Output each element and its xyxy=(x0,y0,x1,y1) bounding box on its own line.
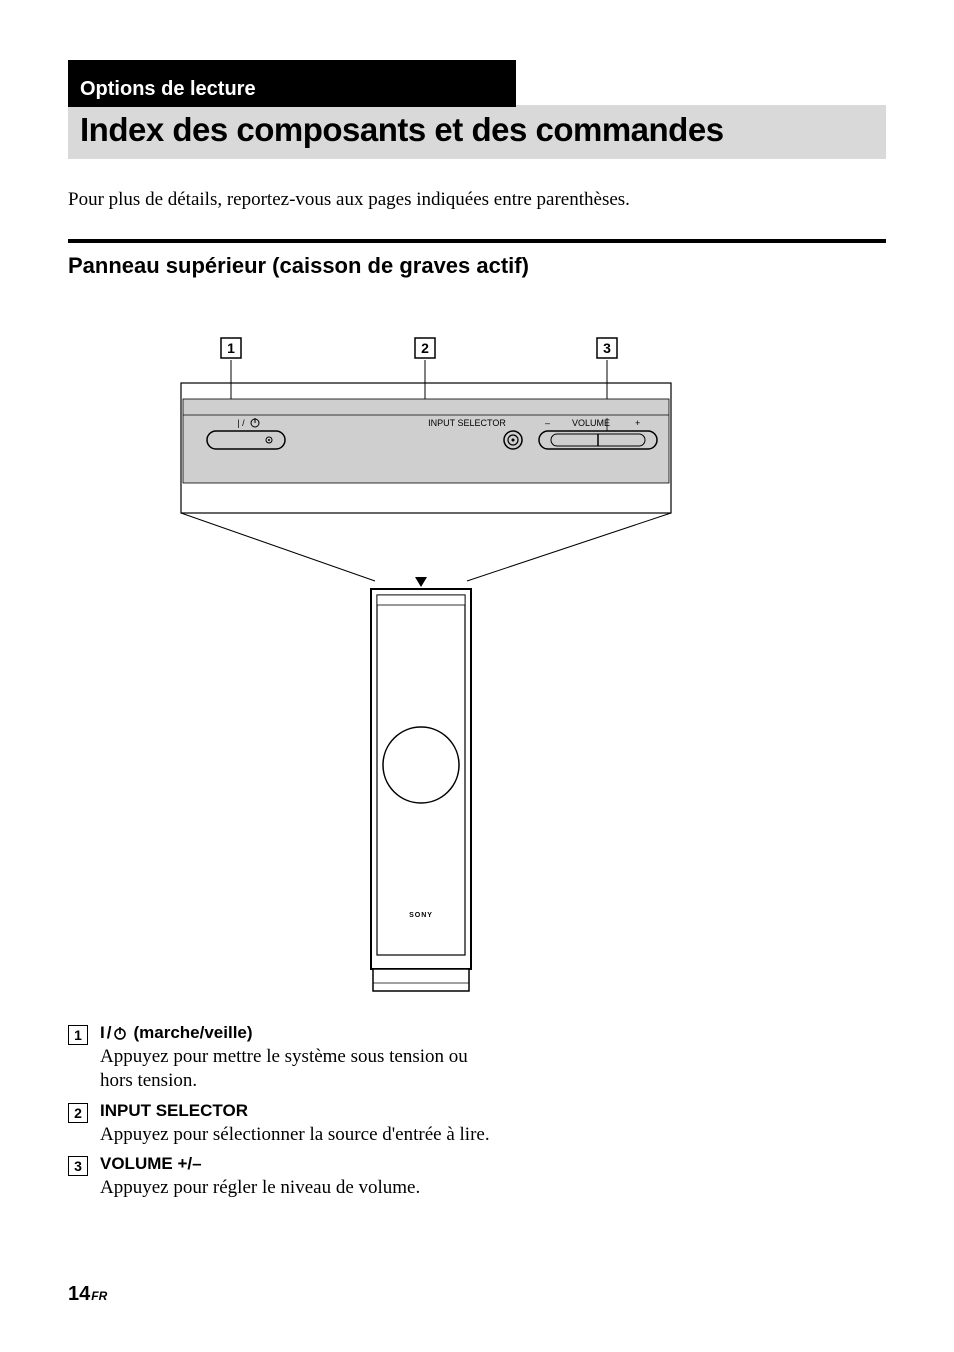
item-1-label: I/ (marche/veille) xyxy=(100,1023,498,1043)
page-footer: 14FR xyxy=(68,1283,107,1306)
detail-panel: | / INPUT SELECTOR – VOLUME + xyxy=(181,383,671,513)
label-slash: / xyxy=(107,1023,112,1043)
item-3-label: VOLUME +/– xyxy=(100,1154,498,1174)
section-tab: Options de lecture xyxy=(68,60,516,107)
svg-text:SONY: SONY xyxy=(409,912,433,919)
list-number-box: 1 xyxy=(68,1025,88,1045)
product-subwoofer: SONY xyxy=(371,589,471,991)
page-number: 14 xyxy=(68,1283,90,1305)
label-suffix: (marche/veille) xyxy=(133,1023,252,1043)
subheading: Panneau supérieur (caisson de graves act… xyxy=(68,253,886,279)
label-prefix: I xyxy=(100,1023,105,1043)
svg-text:1: 1 xyxy=(227,340,235,356)
list-item: 1 I/ (marche/veille) Appuyez pour mettre… xyxy=(68,1023,498,1093)
svg-text:VOLUME: VOLUME xyxy=(572,418,610,428)
svg-text:2: 2 xyxy=(421,340,429,356)
svg-text:INPUT SELECTOR: INPUT SELECTOR xyxy=(428,418,506,428)
list-item: 3 VOLUME +/– Appuyez pour régler le nive… xyxy=(68,1154,498,1200)
power-icon xyxy=(113,1026,127,1040)
page-title: Index des composants et des commandes xyxy=(80,111,874,149)
svg-text:| /: | / xyxy=(237,418,245,428)
svg-text:+: + xyxy=(635,418,640,428)
list-number-box: 3 xyxy=(68,1156,88,1176)
title-bar: Index des composants et des commandes xyxy=(68,105,886,159)
intro-text: Pour plus de détails, reportez-vous aux … xyxy=(68,189,886,211)
horizontal-rule xyxy=(68,239,886,243)
list-item: 2 INPUT SELECTOR Appuyez pour sélectionn… xyxy=(68,1101,498,1147)
list-number-box: 2 xyxy=(68,1103,88,1123)
page-lang: FR xyxy=(91,1289,107,1303)
svg-text:–: – xyxy=(545,418,550,428)
diagram: 1 2 3 | / xyxy=(157,303,797,1003)
item-2-label: INPUT SELECTOR xyxy=(100,1101,498,1121)
item-1-desc: Appuyez pour mettre le système sous tens… xyxy=(100,1045,498,1093)
item-2-desc: Appuyez pour sélectionner la source d'en… xyxy=(100,1123,498,1147)
svg-text:3: 3 xyxy=(603,340,611,356)
diagram-svg: 1 2 3 | / xyxy=(157,303,797,1003)
component-list: 1 I/ (marche/veille) Appuyez pour mettre… xyxy=(68,1023,498,1200)
item-3-desc: Appuyez pour régler le niveau de volume. xyxy=(100,1176,498,1200)
